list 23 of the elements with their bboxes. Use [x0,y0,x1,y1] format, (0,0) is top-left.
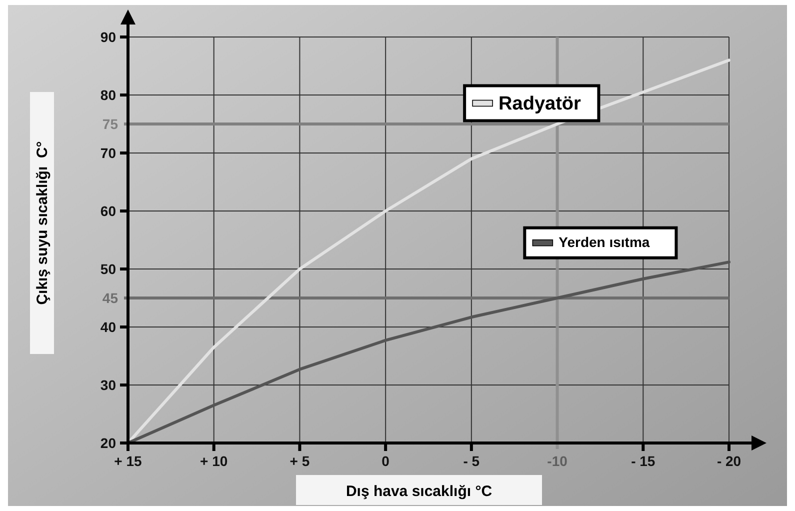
y-tick-label: 90 [100,29,116,45]
legend-label: Yerden ısıtma [558,234,650,250]
y-tick-label: 50 [100,261,116,277]
y-tick-label: 70 [100,145,116,161]
x-tick-label: + 15 [114,453,142,469]
x-tick-label: + 5 [290,453,310,469]
x-tick-label: - 20 [716,453,742,469]
y-tick-label: 80 [100,87,116,103]
y-axis-title: Çıkış suyu sıcaklığı C° [34,141,51,305]
ref-line-label: -10 [547,453,568,469]
y-tick-label: 40 [100,319,116,335]
y-tick-label: 30 [100,377,116,393]
x-tick-label: + 10 [200,453,228,469]
legend-label: Radyatör [498,94,582,115]
y-tick-label: 20 [100,435,116,451]
ref-line-label: 45 [102,290,118,306]
ref-line-label: 75 [102,116,118,132]
y-tick-label: 60 [100,203,116,219]
x-tick-label: 0 [382,453,390,469]
x-axis-title: Dış hava sıcaklığı °C [346,483,492,500]
x-tick-label: - 15 [631,453,656,469]
line-series [126,260,730,444]
x-tick-label: - 5 [463,453,480,469]
